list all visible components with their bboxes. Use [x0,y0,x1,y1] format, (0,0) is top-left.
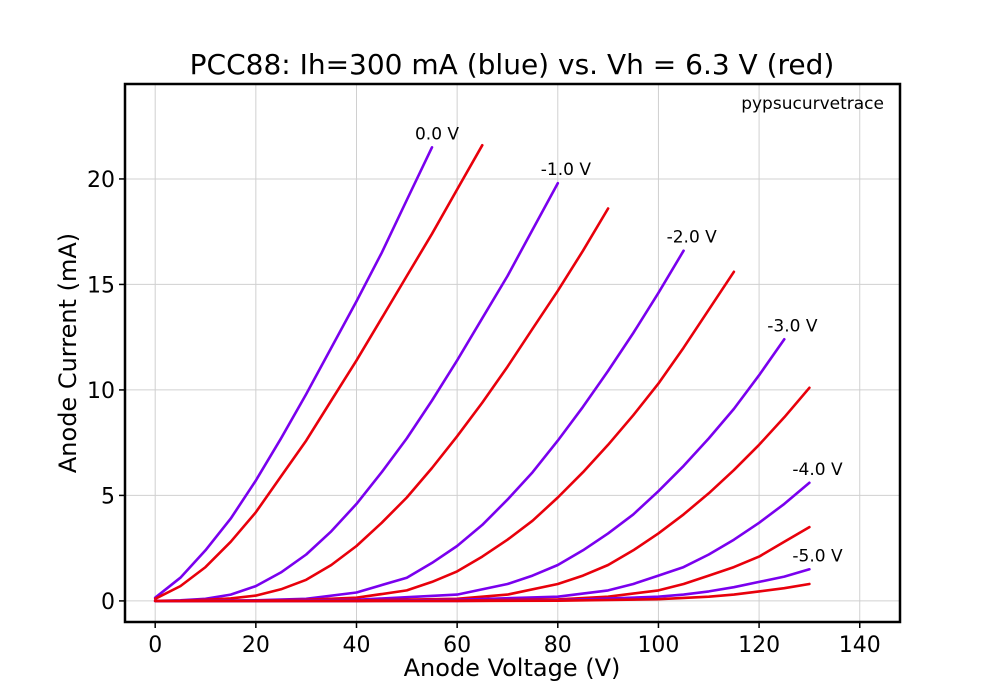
curves [153,143,811,603]
chart-title: PCC88: Ih=300 mA (blue) vs. Vh = 6.3 V (… [190,48,835,81]
annotation-pypsucurvetrace: pypsucurvetrace [741,94,884,114]
curve-red [153,582,811,603]
curve-blue [153,249,685,603]
x-tick-label: 20 [242,633,270,658]
plot-frame [123,82,902,624]
x-axis-label: Anode Voltage (V) [404,654,621,682]
y-axis-label: Anode Current (mA) [54,233,82,473]
x-tick-label: 80 [544,633,572,658]
y-tick-label: 15 [87,273,115,298]
x-tick-label: 120 [738,633,780,658]
curve-labels: 0.0 V -1.0 V -2.0 V -3.0 V -4.0 V -5.0 V [415,124,843,566]
curve-label: 0.0 V [415,124,459,144]
curve-red [153,207,610,603]
curve-blue [153,146,434,600]
x-tick-label: 100 [637,633,679,658]
curve-blue [153,181,560,603]
y-tick-label: 20 [87,168,115,193]
curve-red [153,270,736,603]
curve-label: -3.0 V [767,316,818,336]
curve-label: -1.0 V [541,160,592,180]
curve-blue [153,337,786,603]
curve-red [153,386,811,603]
ticks: 0 20 40 60 80 100 120 140 0 5 10 15 20 [87,168,881,658]
curve-label: -4.0 V [792,460,843,480]
curve-label: -5.0 V [792,546,843,566]
y-tick-label: 0 [101,590,115,615]
y-tick-label: 5 [101,484,115,509]
curve-blue [153,481,811,603]
x-tick-label: 40 [342,633,370,658]
y-tick-label: 10 [87,379,115,404]
x-tick-label: 0 [148,633,162,658]
x-tick-label: 140 [839,633,881,658]
curve-red [153,143,484,601]
curve-label: -2.0 V [667,228,718,248]
x-tick-label: 60 [443,633,471,658]
